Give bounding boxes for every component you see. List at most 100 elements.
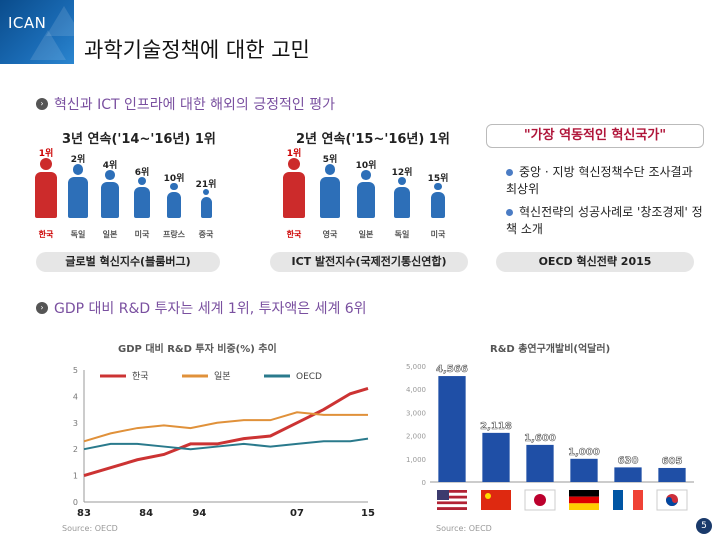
line-chart-source: Source: OECD	[62, 524, 118, 533]
flag-한국-icon	[656, 489, 688, 511]
rank-label: 2위	[70, 155, 86, 166]
flag-프랑스-icon	[613, 490, 643, 510]
country-label: 독일	[70, 230, 86, 239]
global-heading: 3년 연속('14~'16년) 1위	[62, 132, 216, 147]
rank-label: 12위	[391, 167, 413, 178]
bar-일본	[526, 444, 554, 482]
y-tick-label: 5,000	[406, 363, 426, 371]
person-figure-icon: 21위	[190, 177, 222, 222]
oecd-item-1: 중앙 · 지방 혁신정책수단 조사결과 최상위	[506, 164, 706, 198]
bar-value-label: 630	[618, 455, 639, 466]
ict-heading: 2년 연속('15~'16년) 1위	[296, 132, 450, 147]
line-chart-title: GDP 대비 R&D 투자 비중(%) 추이	[118, 344, 277, 355]
legend-label: 한국	[132, 371, 149, 382]
flag-중국-icon	[481, 490, 511, 510]
flag-미국-icon	[437, 490, 467, 510]
rank-label: 1위	[286, 149, 302, 159]
person-figure-icon: 1위	[276, 146, 312, 222]
flag-일본-icon	[524, 489, 556, 511]
person-figure-icon: 6위	[126, 165, 158, 222]
rank-label: 1위	[38, 149, 54, 159]
bar-프랑스	[614, 467, 642, 482]
chevron-right-icon: ›	[36, 98, 48, 110]
y-tick-label: 2,000	[406, 433, 426, 441]
x-tick-label: 84	[139, 508, 153, 519]
bar-독일	[570, 458, 598, 482]
flag-독일-icon	[569, 490, 599, 510]
rank-label: 6위	[134, 167, 150, 178]
legend-label: 일본	[214, 371, 231, 382]
country-label: 미국	[134, 230, 150, 239]
series-line-일본	[83, 411, 368, 443]
person-figure-icon: 10위	[348, 158, 384, 222]
country-label: 미국	[430, 230, 446, 239]
y-tick-label: 1	[73, 472, 78, 481]
bar-value-label: 4,566	[436, 364, 468, 375]
bar-chart-title: R&D 총연구개발비(억달러)	[490, 344, 611, 355]
logo-text: ICAN	[8, 14, 47, 32]
bar-value-label: 605	[662, 456, 683, 467]
country-label: 영국	[322, 230, 338, 239]
ican-logo: ICAN	[0, 0, 74, 64]
person-figure-icon: 4위	[94, 158, 126, 222]
oecd-item-1-text: 중앙 · 지방 혁신정책수단 조사결과 최상위	[506, 165, 693, 196]
page-title: 과학기술정책에 대한 고민	[84, 38, 310, 62]
page-number: 5	[696, 518, 712, 534]
y-tick-label: 4,000	[406, 386, 426, 394]
section-heading-1-text: 혁신과 ICT 인프라에 대한 해외의 긍정적인 평가	[54, 97, 335, 113]
y-tick-label: 3	[73, 419, 78, 428]
person-figure-icon: 2위	[62, 152, 94, 222]
rank-label: 15위	[427, 173, 449, 184]
rank-label: 5위	[322, 155, 338, 166]
country-label: 프랑스	[162, 230, 186, 239]
bar-한국	[658, 467, 686, 482]
person-figure-icon: 1위	[30, 146, 62, 222]
country-label: 독일	[394, 230, 410, 239]
section-heading-2-text: GDP 대비 R&D 투자는 세계 1위, 투자액은 세계 6위	[54, 301, 367, 317]
y-tick-label: 3,000	[406, 409, 426, 417]
person-figure-icon: 10위	[158, 171, 190, 222]
y-tick-label: 0	[73, 498, 78, 507]
section-heading-1: › 혁신과 ICT 인프라에 대한 해외의 긍정적인 평가	[36, 94, 335, 114]
bar-중국	[482, 432, 510, 482]
x-tick-label: 94	[192, 508, 206, 519]
x-tick-label: 83	[77, 508, 91, 519]
person-figure-icon: 15위	[420, 171, 456, 222]
bar-미국	[438, 376, 466, 482]
y-tick-label: 4	[73, 392, 78, 401]
y-tick-label: 0	[422, 479, 426, 487]
chevron-right-icon: ›	[36, 302, 48, 314]
bar-value-label: 1,600	[524, 433, 556, 444]
x-tick-label: 07	[290, 508, 304, 519]
oecd-item-2: 혁신전략의 성공사례로 '창조경제' 정책 소개	[506, 204, 706, 238]
rank-label: 10위	[355, 161, 377, 172]
series-line-한국	[83, 387, 369, 478]
global-caption: 글로벌 혁신지수(블룸버그)	[36, 252, 220, 272]
y-tick-label: 5	[73, 366, 78, 375]
rank-label: 21위	[195, 180, 217, 190]
country-label: 한국	[286, 230, 302, 239]
bullet-dot-icon	[506, 209, 513, 216]
y-tick-label: 2	[73, 445, 78, 454]
bar-chart-source: Source: OECD	[436, 524, 492, 533]
y-tick-label: 1,000	[406, 456, 426, 464]
bullet-dot-icon	[506, 169, 513, 176]
bar-chart: 0 1,000 2,000 3,000 4,000 5,000 4,566 2,118 1,60…	[406, 363, 694, 511]
series-line-OECD	[83, 437, 369, 451]
rank-label: 10위	[163, 173, 185, 184]
bar-value-label: 1,000	[568, 447, 600, 458]
country-label: 중국	[198, 230, 214, 239]
oecd-item-2-text: 혁신전략의 성공사례로 '창조경제' 정책 소개	[506, 205, 703, 236]
line-chart: 0 1 2 3 4 5 83 84 94 07 15 한국 일본 OECD	[73, 366, 375, 519]
oecd-caption: OECD 혁신전략 2015	[496, 252, 694, 272]
ict-caption: ICT 발전지수(국제전기통신연합)	[270, 252, 468, 272]
country-label: 일본	[102, 230, 118, 239]
oecd-box-title: "가장 역동적인 혁신국가"	[486, 124, 704, 148]
person-figure-icon: 12위	[384, 165, 420, 222]
section-heading-2: › GDP 대비 R&D 투자는 세계 1위, 투자액은 세계 6위	[36, 298, 367, 318]
legend-label: OECD	[296, 372, 322, 382]
country-label: 일본	[358, 230, 374, 239]
country-label: 한국	[38, 230, 54, 239]
